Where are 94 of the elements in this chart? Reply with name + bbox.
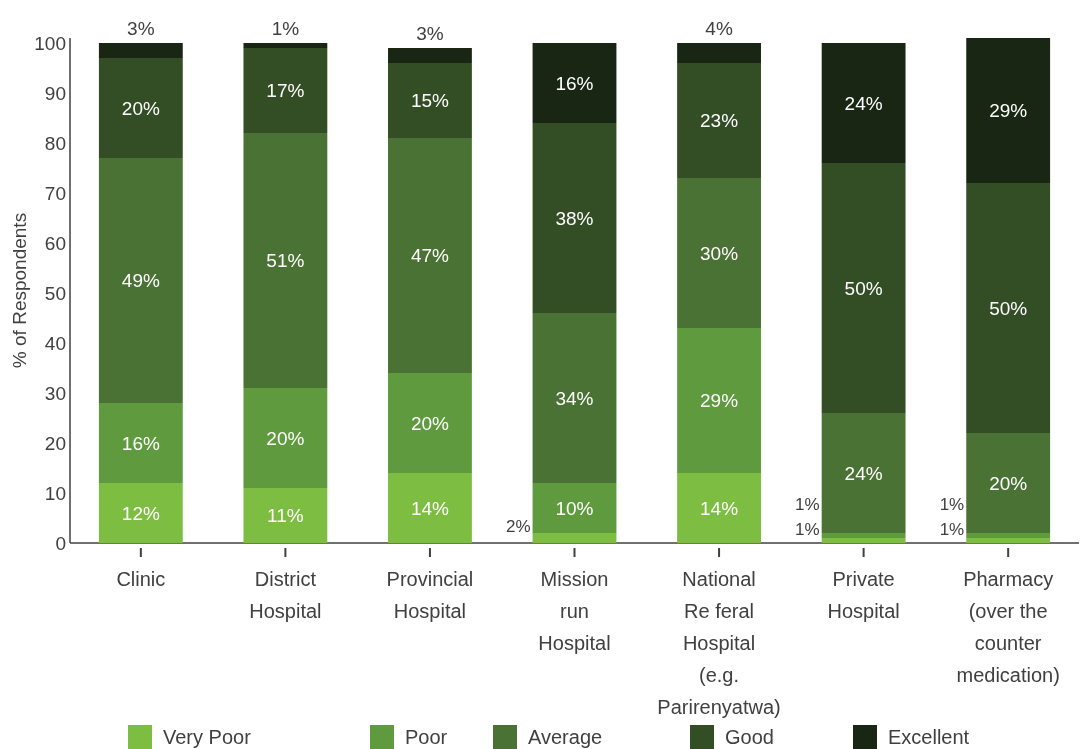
data-label: 3% — [416, 23, 444, 44]
data-label: 20% — [989, 472, 1028, 494]
y-tick-label: 60 — [44, 232, 66, 254]
data-label: 20% — [121, 97, 160, 119]
x-tick-label: District Hospital — [249, 568, 322, 622]
y-tick-label: 10 — [44, 482, 66, 504]
bar — [388, 473, 472, 543]
data-label: 1% — [271, 18, 300, 39]
data-label: 20% — [266, 427, 305, 449]
bar — [966, 183, 1051, 433]
legend-label: Excellent — [888, 726, 970, 748]
data-label: 51% — [266, 250, 305, 272]
data-label: 10% — [555, 497, 594, 519]
data-label: 49% — [121, 270, 160, 292]
legend-label: Very Poor — [163, 726, 252, 748]
bar — [243, 133, 328, 388]
data-label: 34% — [555, 387, 594, 409]
data-label: 16% — [555, 72, 594, 94]
bar — [677, 63, 761, 178]
data-label: 24% — [844, 92, 883, 114]
bar — [677, 328, 761, 473]
y-tick-label: 80 — [44, 132, 66, 154]
y-tick-label: 30 — [44, 382, 66, 404]
y-tick-label: 40 — [44, 332, 66, 354]
data-label: 24% — [844, 462, 883, 484]
bar — [677, 473, 761, 543]
data-label: 23% — [700, 110, 739, 132]
y-tick-label: 0 — [55, 532, 66, 554]
data-label: 17% — [266, 80, 305, 102]
bar — [821, 163, 906, 413]
bar — [532, 533, 617, 543]
x-tick-label: Private Hospital — [827, 568, 900, 622]
data-label: 3% — [127, 18, 155, 39]
bar — [388, 373, 472, 473]
bar — [243, 488, 328, 543]
x-tick-label: Mission run Hospital — [538, 568, 611, 654]
data-label: 20% — [410, 412, 450, 434]
data-label: 38% — [555, 207, 594, 229]
x-tick-label: Clinic — [116, 568, 166, 590]
bar — [821, 533, 906, 538]
bar — [532, 43, 617, 123]
bar — [966, 533, 1051, 538]
data-label: 50% — [989, 297, 1028, 319]
y-tick-label: 100 — [34, 32, 66, 54]
bar — [388, 138, 472, 373]
bar — [98, 158, 183, 403]
data-label: 12% — [121, 502, 160, 524]
bar — [388, 48, 472, 63]
bar — [98, 43, 183, 58]
data-label: 1% — [939, 494, 965, 514]
x-tick-label: Provincial Hospital — [386, 568, 474, 622]
data-label: 16% — [121, 432, 160, 454]
bar — [243, 43, 328, 48]
data-label: 2% — [506, 517, 531, 536]
data-label: 4% — [705, 18, 733, 39]
data-label: 29% — [989, 100, 1028, 122]
bar — [677, 178, 761, 328]
bar — [388, 63, 472, 138]
data-label: 30% — [700, 242, 739, 264]
bar — [532, 313, 617, 483]
y-tick-label: 70 — [44, 182, 66, 204]
legend-label: Good — [725, 726, 774, 748]
data-label: 1% — [939, 519, 965, 539]
bar — [532, 123, 617, 313]
bar — [98, 58, 183, 158]
bar — [98, 483, 183, 543]
legend-label: Average — [528, 726, 603, 748]
y-tick-label: 50 — [44, 282, 66, 304]
x-tick-label: National Re feral Hospital (e.g. Parirenyatwa) — [657, 568, 781, 718]
data-label: 1% — [795, 494, 820, 514]
data-label: 29% — [700, 390, 739, 412]
bar — [821, 413, 906, 533]
x-tick-label: Pharmacy (over the counter medication) — [956, 568, 1060, 686]
bar — [532, 483, 617, 533]
bar — [98, 403, 183, 483]
bar — [966, 538, 1051, 543]
data-label: 50% — [844, 277, 883, 299]
bar — [243, 48, 328, 133]
data-label: 1% — [795, 519, 820, 539]
bar — [966, 38, 1051, 183]
bar — [243, 388, 328, 488]
y-tick-label: 90 — [44, 82, 66, 104]
bar — [966, 433, 1051, 533]
bar — [821, 43, 906, 163]
y-axis-title: % of Respondents — [9, 212, 30, 369]
legend-label: Poor — [405, 726, 448, 748]
bar — [677, 43, 761, 63]
data-label: 11% — [267, 505, 304, 527]
data-label: 14% — [410, 497, 450, 519]
data-label: 15% — [410, 90, 450, 112]
y-tick-label: 20 — [44, 432, 66, 454]
data-label: 14% — [700, 497, 739, 519]
bar — [821, 538, 906, 543]
data-label: 47% — [410, 245, 450, 267]
